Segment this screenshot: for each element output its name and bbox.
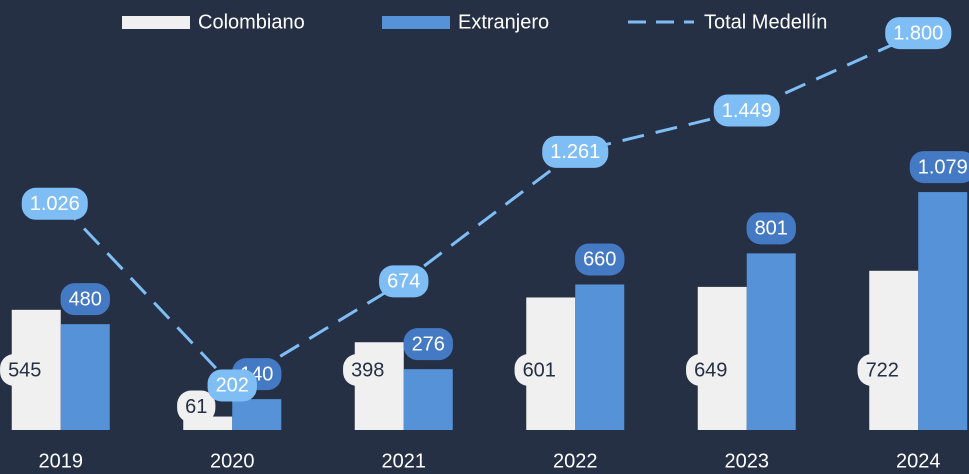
bar-label-bg — [343, 354, 393, 386]
bar-label: 722 — [866, 359, 899, 381]
x-tick-label: 2023 — [725, 450, 770, 472]
line — [59, 31, 919, 388]
line-label: 674 — [387, 271, 420, 293]
line-label: 1.800 — [893, 22, 943, 44]
line-label: 1.449 — [722, 100, 772, 122]
bar — [918, 192, 968, 430]
bar-label: 801 — [755, 218, 788, 240]
bar-label-bg — [909, 151, 969, 184]
bar-label-bg — [514, 354, 564, 386]
bar-label-bg — [177, 390, 216, 423]
bar-label-bg — [575, 243, 625, 276]
bar — [60, 324, 110, 430]
line-label-bg — [21, 187, 88, 220]
x-tick-label: 2020 — [210, 450, 255, 472]
legend-label: Extranjero — [458, 11, 549, 33]
bar-label-bg — [746, 212, 796, 245]
bar — [746, 253, 796, 430]
legend-label: Total Medellín — [704, 11, 827, 33]
bar-label-bg — [403, 328, 453, 361]
bar-label: 660 — [583, 249, 616, 271]
bar-label: 480 — [69, 288, 102, 310]
line-label-bg — [713, 94, 780, 127]
x-tick-label: 2022 — [553, 450, 598, 472]
bar-label-bg — [0, 354, 50, 386]
bar — [575, 284, 625, 430]
bar-label-bg — [686, 354, 736, 386]
bar — [869, 270, 919, 430]
legend-label: Colombiano — [198, 11, 305, 33]
x-tick-label: 2021 — [382, 450, 427, 472]
line-label-bg — [542, 135, 609, 168]
bar-label-bg — [857, 354, 907, 386]
bar-label: 276 — [412, 333, 445, 355]
bar-label: 545 — [8, 359, 41, 381]
line-label-bg — [379, 265, 429, 298]
bar — [232, 399, 282, 430]
bar-label-bg — [60, 283, 110, 316]
line-label: 202 — [216, 375, 249, 397]
x-tick-label: 2024 — [896, 450, 941, 472]
line-label-bg — [885, 17, 952, 50]
bar-label: 1.079 — [918, 156, 968, 178]
bar-label: 398 — [351, 359, 384, 381]
bar-label: 649 — [694, 359, 727, 381]
line-label-bg — [207, 369, 257, 402]
x-tick-label: 2019 — [39, 450, 84, 472]
legend-swatch — [122, 16, 190, 29]
line-label: 1.026 — [30, 193, 80, 215]
legend-swatch — [382, 16, 450, 29]
bar — [403, 369, 453, 430]
line-label: 1.261 — [550, 141, 600, 163]
bar-label: 61 — [185, 396, 207, 418]
bar-label: 601 — [523, 359, 556, 381]
